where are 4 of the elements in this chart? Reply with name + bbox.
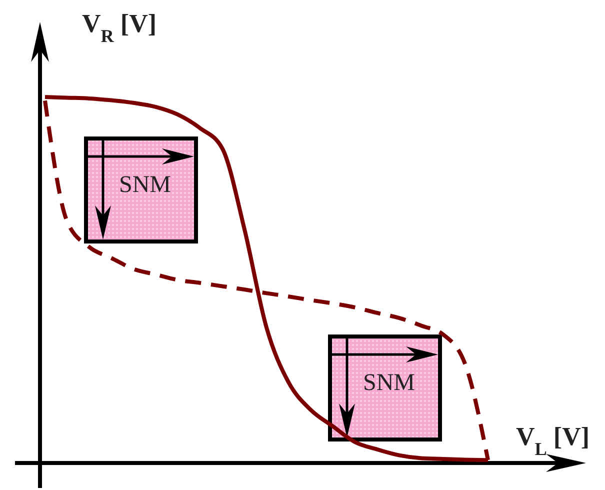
y-axis-title: V$_{R}$ [V] <box>82 9 157 46</box>
annotation: SNM <box>118 172 172 198</box>
annotation: SNM <box>362 370 416 396</box>
x-axis-title: V$_{L}$ [V] <box>516 422 590 459</box>
